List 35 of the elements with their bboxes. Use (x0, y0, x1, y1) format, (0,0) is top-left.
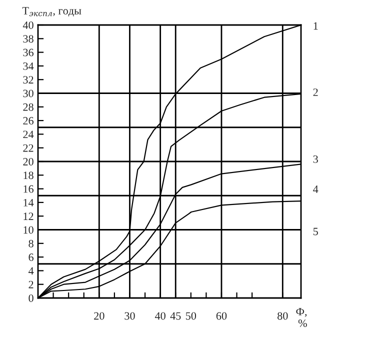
x-tick-label: 40 (154, 312, 166, 320)
text: 4 (313, 186, 318, 193)
text: 1 (314, 22, 318, 30)
y-tick-label: 40 (22, 21, 34, 29)
y-tick-label: 36 (23, 48, 34, 56)
x-tick-label: 45 (170, 312, 181, 320)
y-tick-label: 34 (23, 62, 34, 70)
text: 2 (313, 88, 318, 96)
y-tick-label: 20 (23, 158, 34, 166)
x-tick-label: 50 (186, 312, 196, 320)
text: 3 (313, 155, 318, 163)
y-tick-label: 10 (24, 226, 34, 234)
y-tick-label: 4 (28, 267, 34, 275)
y-tick-label: 18 (24, 172, 34, 180)
y-tick-label: 32 (23, 76, 34, 84)
y-tick-label: 16 (24, 185, 34, 193)
text: 5 (313, 228, 318, 236)
y-tick-label: 2 (28, 280, 34, 288)
y-tick-label: 8 (28, 240, 34, 248)
y-tick-label: 14 (24, 198, 34, 206)
y-tick-label: 26 (23, 117, 34, 125)
x-tick-label: 30 (124, 312, 135, 320)
x-axis-title: Ф, % (296, 308, 307, 328)
y-tick-label: 30 (23, 90, 34, 98)
y-tick-label: 38 (23, 35, 34, 43)
y-tick-label: 28 (23, 103, 34, 111)
x-tick-label: 20 (94, 312, 104, 320)
x-tick-label: 60 (216, 312, 227, 320)
x-tick-label: 80 (278, 312, 288, 320)
y-tick-label: 12 (24, 212, 34, 220)
y-tick-label: 22 (23, 144, 34, 152)
y-tick-label: 24 (23, 130, 34, 138)
y-tick-label: 6 (28, 254, 34, 262)
y-axis-title: Т$_{экспл}$, годы (22, 7, 82, 17)
y-tick-label: 0 (28, 294, 34, 302)
